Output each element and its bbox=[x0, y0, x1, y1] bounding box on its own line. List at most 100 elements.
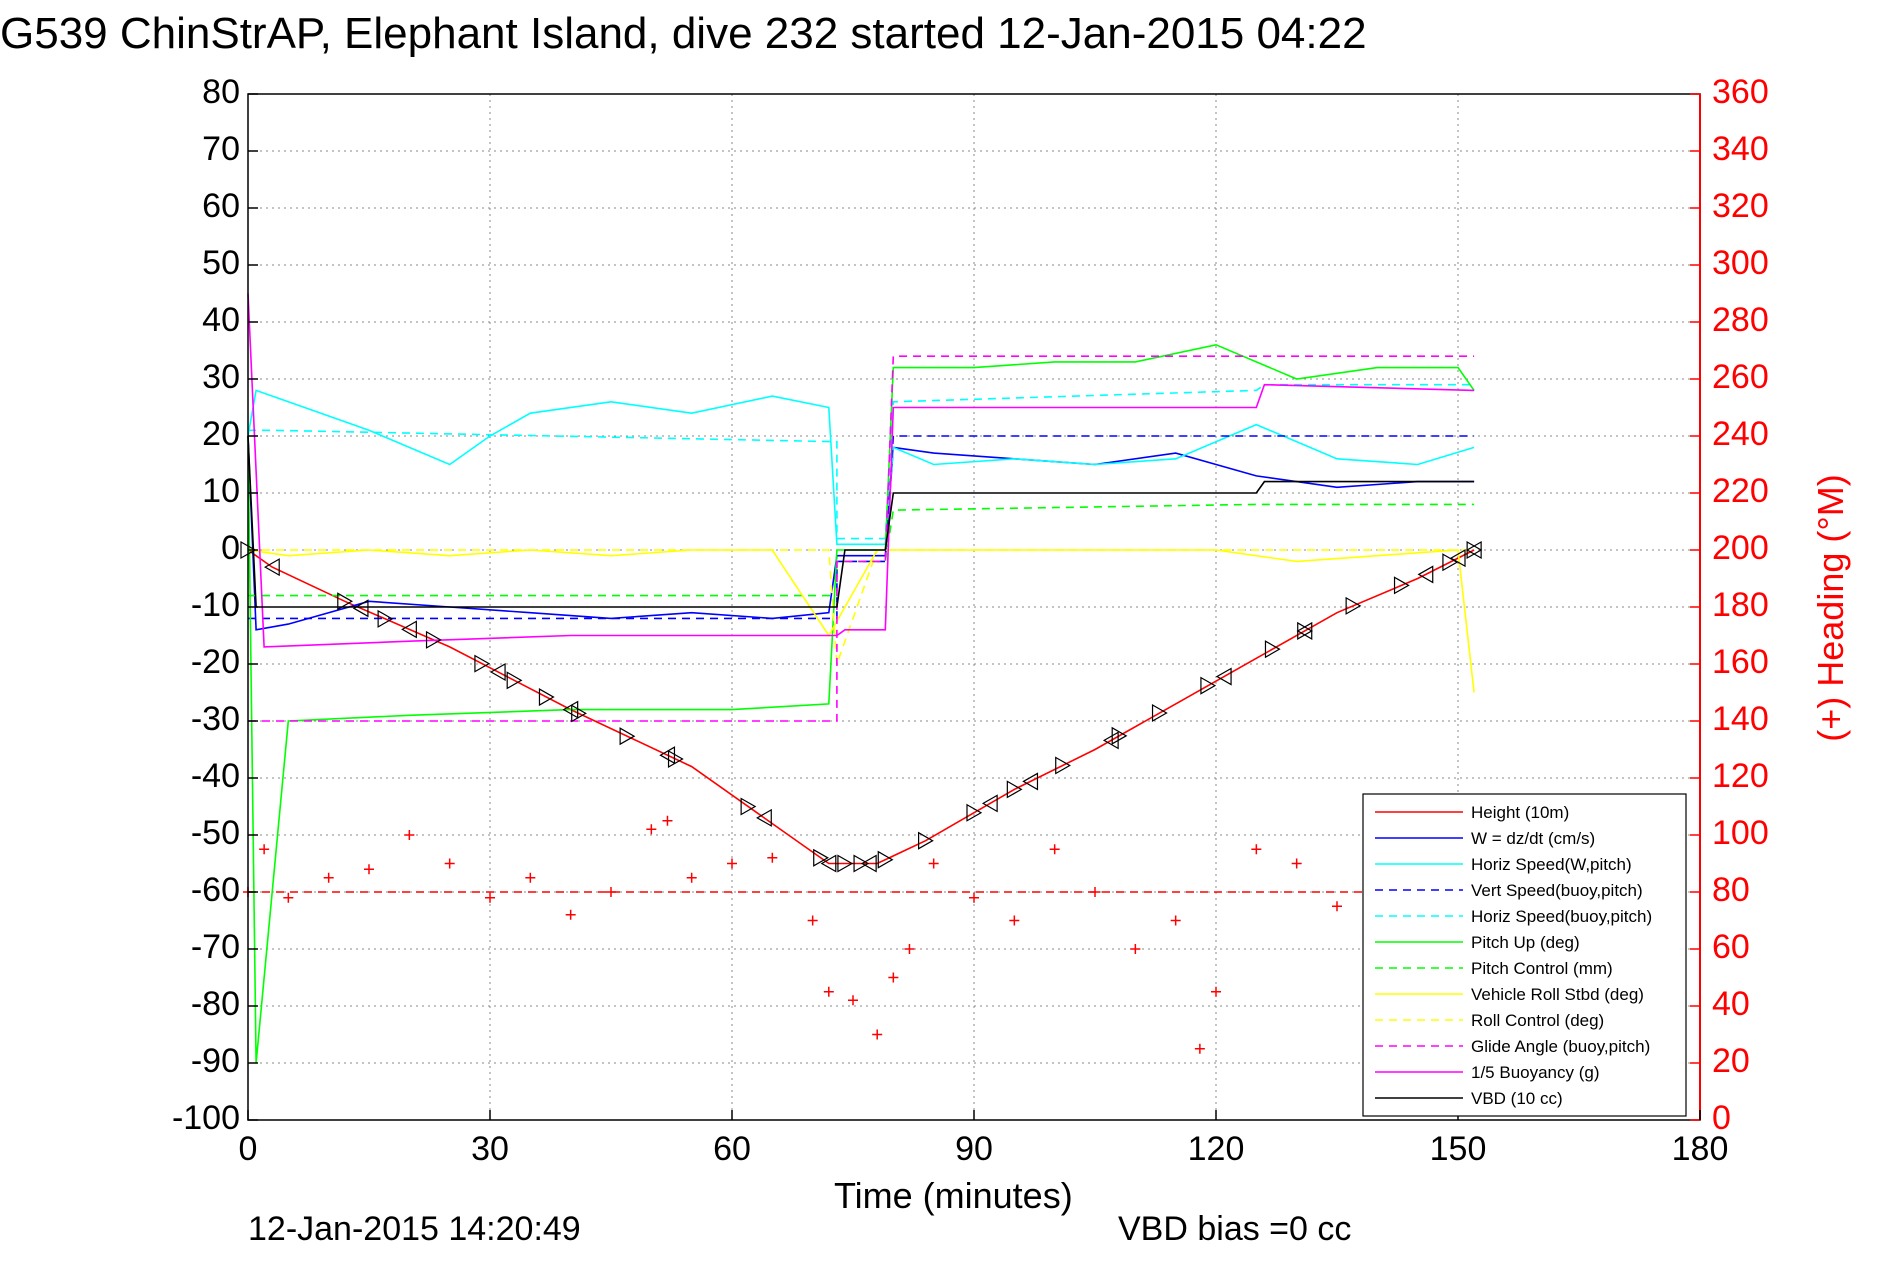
right-triangle-marker bbox=[425, 630, 442, 649]
x-tick-label: 150 bbox=[1430, 1130, 1487, 1168]
footer-vbd-bias: VBD bias =0 cc bbox=[1118, 1210, 1351, 1248]
left-triangle-marker bbox=[1022, 772, 1039, 791]
left-triangle-marker bbox=[659, 746, 676, 765]
y2-tick-label: 320 bbox=[1712, 187, 1769, 225]
y-tick-label: 70 bbox=[202, 130, 240, 168]
left-triangle-marker bbox=[1296, 621, 1313, 640]
right-triangle-marker bbox=[474, 654, 491, 673]
right-triangle-marker bbox=[1055, 756, 1071, 775]
y2-tick-label: 100 bbox=[1712, 814, 1769, 852]
right-triangle-marker bbox=[966, 803, 983, 822]
heading-point bbox=[404, 830, 415, 840]
y2-tick-label: 300 bbox=[1712, 244, 1769, 282]
series-group bbox=[243, 293, 1475, 1064]
footer-timestamp: 12-Jan-2015 14:20:49 bbox=[248, 1210, 581, 1248]
y2-tick-label: 360 bbox=[1712, 73, 1769, 111]
legend-entry-label: 1/5 Buoyancy (g) bbox=[1471, 1063, 1600, 1082]
y2-tick-label: 220 bbox=[1712, 472, 1769, 510]
left-triangle-marker bbox=[1417, 565, 1434, 584]
heading-point bbox=[928, 858, 939, 869]
y-tick-label: -30 bbox=[191, 700, 240, 738]
right-triangle-marker bbox=[1393, 576, 1410, 595]
y2-axis-label: (+) Heading (°M) bbox=[1810, 474, 1851, 741]
left-triangle-marker bbox=[352, 599, 369, 618]
legend-box bbox=[1362, 793, 1687, 1117]
heading-point bbox=[767, 852, 778, 863]
y-tick-label: -60 bbox=[191, 871, 240, 909]
right-triangle-marker bbox=[1006, 780, 1023, 799]
heading-point bbox=[1291, 858, 1302, 869]
y2-tick-label: 240 bbox=[1712, 415, 1769, 453]
left-triangle-marker bbox=[562, 700, 579, 719]
legend-entry-label: Roll Control (deg) bbox=[1471, 1011, 1604, 1030]
y2-tick-label: 280 bbox=[1712, 301, 1769, 339]
heading-point bbox=[485, 892, 495, 903]
right-triangle-marker bbox=[877, 850, 894, 869]
right-triangle-marker bbox=[740, 797, 757, 816]
right-triangle-marker bbox=[506, 671, 523, 690]
right-triangle-marker bbox=[619, 727, 636, 746]
right-triangle-marker bbox=[813, 848, 829, 867]
heading-point bbox=[283, 892, 294, 903]
series-line bbox=[247, 293, 1475, 648]
heading-point bbox=[872, 1029, 883, 1040]
y-tick-label: 60 bbox=[202, 187, 240, 225]
tick-group: 80706050403020100-10-20-30-40-50-60-70-8… bbox=[172, 73, 1769, 1168]
heading-point bbox=[888, 972, 899, 983]
legend-entry-label: Glide Angle (buoy,pitch) bbox=[1471, 1037, 1650, 1056]
left-triangle-marker bbox=[263, 558, 280, 577]
heading-point bbox=[364, 864, 374, 875]
left-triangle-marker bbox=[820, 854, 837, 873]
x-axis-label: Time (minutes) bbox=[834, 1175, 1073, 1216]
y2-tick-label: 340 bbox=[1712, 130, 1769, 168]
heading-point bbox=[686, 872, 697, 883]
right-triangle-marker bbox=[667, 749, 684, 769]
left-triangle-marker bbox=[1449, 549, 1466, 568]
left-triangle-marker bbox=[1215, 667, 1232, 686]
left-triangle-marker bbox=[1465, 540, 1482, 560]
y2-tick-label: 120 bbox=[1712, 757, 1769, 795]
y2-tick-label: 0 bbox=[1712, 1099, 1731, 1137]
y2-tick-label: 260 bbox=[1712, 358, 1769, 396]
x-tick-label: 60 bbox=[713, 1130, 751, 1168]
x-tick-label: 90 bbox=[955, 1130, 993, 1168]
heading-point bbox=[823, 986, 834, 997]
y2-tick-label: 200 bbox=[1712, 529, 1769, 567]
y-tick-label: 50 bbox=[202, 244, 240, 282]
series-line bbox=[247, 435, 1475, 608]
chart-title: G539 ChinStrAP, Elephant Island, dive 23… bbox=[0, 9, 1367, 58]
heading-point bbox=[727, 858, 737, 869]
series-line bbox=[247, 549, 1475, 865]
y-tick-label: 40 bbox=[202, 301, 240, 339]
series-line bbox=[247, 435, 1475, 631]
heading-point bbox=[1332, 901, 1342, 912]
left-triangle-marker bbox=[860, 854, 877, 873]
y2-tick-label: 60 bbox=[1712, 928, 1750, 966]
heading-point bbox=[525, 872, 536, 883]
series-line bbox=[248, 383, 1475, 540]
y-tick-label: -90 bbox=[191, 1042, 240, 1080]
y-tick-label: -100 bbox=[172, 1099, 240, 1137]
y2-tick-label: 180 bbox=[1712, 586, 1769, 624]
left-triangle-marker bbox=[756, 808, 772, 827]
right-triangle-marker bbox=[337, 592, 354, 611]
heading-point bbox=[565, 909, 576, 920]
heading-point bbox=[1194, 1043, 1205, 1054]
left-triangle-marker bbox=[1102, 731, 1119, 750]
y-tick-label: 80 bbox=[202, 73, 240, 111]
right-triangle-marker bbox=[1264, 640, 1281, 659]
heading-point bbox=[1130, 944, 1141, 954]
heading-point bbox=[646, 824, 657, 835]
legend: Height (10m) W = dz/dt (cm/s) Horiz Speed(… bbox=[1362, 793, 1687, 1117]
series-line bbox=[247, 549, 1475, 693]
x-tick-label: 0 bbox=[239, 1130, 258, 1168]
legend-entry-label: W = dz/dt (cm/s) bbox=[1471, 829, 1595, 848]
legend-entry-label: Vehicle Roll Stbd (deg) bbox=[1471, 985, 1644, 1004]
heading-point bbox=[1170, 915, 1181, 926]
heading-point bbox=[848, 995, 858, 1006]
series-line bbox=[247, 343, 1475, 1064]
legend-entry-label: Pitch Up (deg) bbox=[1471, 933, 1580, 952]
y-tick-label: 20 bbox=[202, 415, 240, 453]
heading-point bbox=[807, 915, 818, 926]
y2-tick-label: 80 bbox=[1712, 871, 1750, 909]
